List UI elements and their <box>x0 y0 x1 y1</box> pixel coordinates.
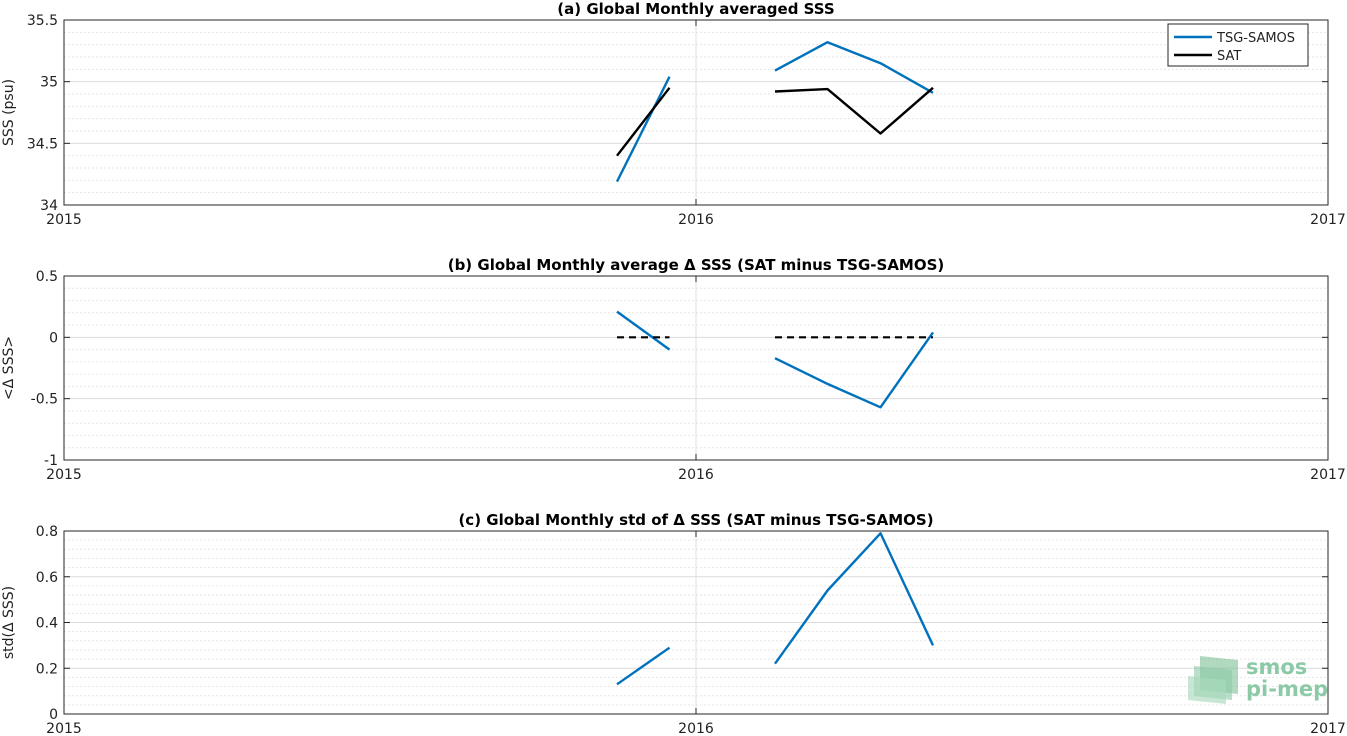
x-tick-label: 2015 <box>46 721 82 736</box>
x-tick-label: 2015 <box>46 467 82 483</box>
y-tick-label: 34.5 <box>27 136 58 152</box>
panel-c: 0 0.2 0.4 0.6 0.8 2015 2016 2017 (c) Global Mont… <box>1 511 1346 736</box>
legend: TSG-SAMOS SAT <box>1167 23 1309 67</box>
y-tick-label: -1 <box>44 453 58 469</box>
chart-title: (b) Global Monthly average Δ SSS (SAT mi… <box>448 256 945 274</box>
series-line-tsg-samos-seg0 <box>615 76 671 183</box>
x-tick-label: 2016 <box>678 212 714 228</box>
series-line-series-0-seg0 <box>616 310 671 351</box>
series-line-sat-seg0 <box>616 87 671 157</box>
panel-a: 34 34.5 35 35.5 2015 2016 2017 (a) Global Month… <box>1 0 1346 228</box>
y-tick-label: 0.2 <box>36 661 58 677</box>
x-tick-label: 2015 <box>46 212 82 228</box>
legend-box <box>1167 23 1309 67</box>
chart-title: (a) Global Monthly averaged SSS <box>557 0 834 18</box>
x-tick-label: 2017 <box>1310 467 1346 483</box>
x-tick-label: 2016 <box>678 721 714 736</box>
legend-label: SAT <box>1217 49 1241 64</box>
y-axis-label: <Δ SSS> <box>1 336 17 400</box>
series-line-tsg-samos-seg1 <box>774 41 934 94</box>
chart-title: (c) Global Monthly std of Δ SSS (SAT min… <box>458 511 933 529</box>
logo-line1: smos <box>1246 655 1307 679</box>
panel-b: -1 -0.5 0 0.5 2015 2016 2017 (b) Global Monthly… <box>1 256 1346 483</box>
y-tick-label: -0.5 <box>31 392 58 408</box>
y-tick-label: 0 <box>49 330 58 346</box>
y-tick-label: 0 <box>49 707 58 723</box>
logo-line2: pi-mep <box>1246 677 1328 701</box>
logo-emblem-icon <box>1188 656 1238 704</box>
y-tick-label: 34 <box>40 198 58 214</box>
y-tick-label: 0.4 <box>36 616 58 632</box>
series-line-sat-seg1 <box>774 86 934 135</box>
legend-label: TSG-SAMOS <box>1216 31 1295 46</box>
y-tick-label: 0.6 <box>36 570 58 586</box>
y-axis-label: std(Δ SSS) <box>1 586 17 659</box>
series-line-series-0-seg1 <box>774 532 935 665</box>
y-tick-label: 0.5 <box>36 269 58 285</box>
y-tick-label: 35 <box>40 75 58 91</box>
y-tick-label: 35.5 <box>27 13 58 29</box>
y-axis-label: SSS (psu) <box>1 79 17 146</box>
y-tick-label: 0.8 <box>36 524 58 540</box>
x-tick-label: 2017 <box>1310 721 1346 736</box>
series-line-series-0-seg0 <box>616 646 671 686</box>
x-tick-label: 2016 <box>678 467 714 483</box>
x-tick-label: 2017 <box>1310 212 1346 228</box>
smos-pi-mep-logo: smos pi-mep <box>1188 655 1328 704</box>
series-line-series-0-seg1 <box>774 331 934 409</box>
